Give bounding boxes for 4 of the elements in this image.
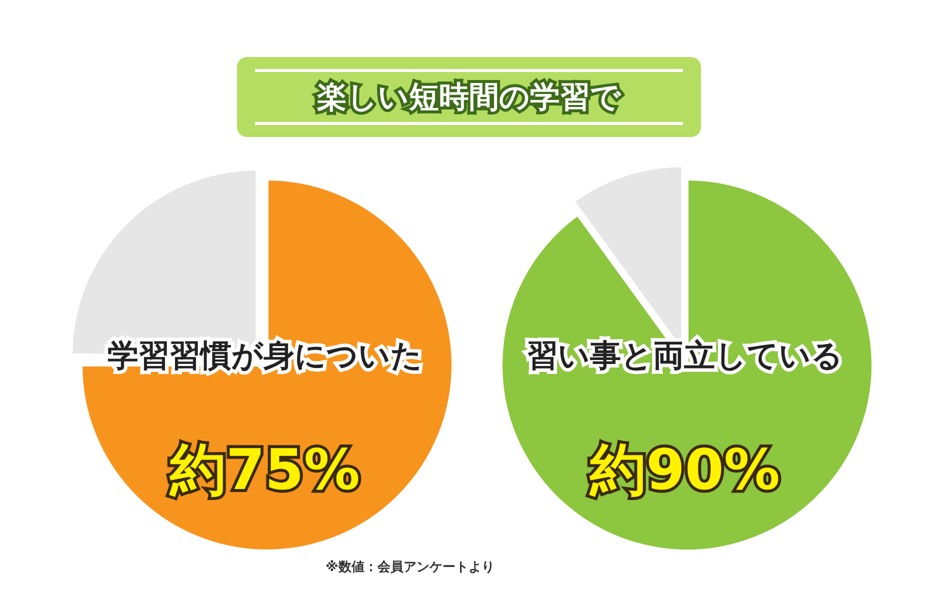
data-label: 約75% (168, 437, 362, 505)
data-label: 約90% (588, 437, 782, 505)
text: ※数値：会員アンケートより (324, 559, 496, 576)
chart-title: 楽しい短時間の学習で (316, 79, 622, 117)
